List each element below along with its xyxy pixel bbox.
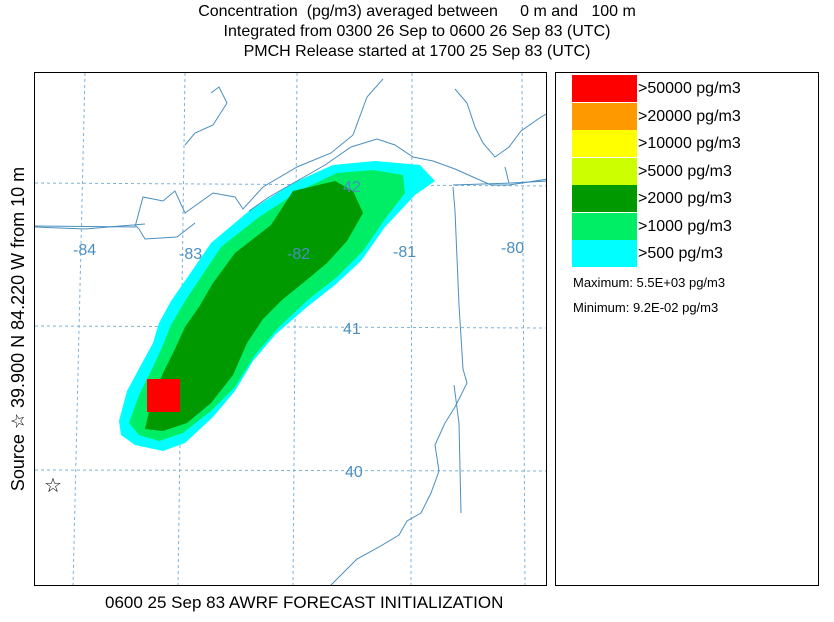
map-canvas: -84 -83 -82 -81 -80 42 41 40 — [35, 73, 546, 585]
state-line-pa-wv — [453, 384, 462, 514]
graticule-line — [35, 325, 546, 329]
contour-2000 — [145, 181, 363, 431]
graticule-line — [35, 182, 546, 187]
legend-label: >20000 pg/m3 — [638, 107, 741, 125]
legend-label: >2000 pg/m3 — [638, 189, 732, 207]
title-line-1: Concentration (pg/m3) averaged between 0… — [198, 3, 636, 20]
legend-item-2000: >2000 pg/m3 — [572, 185, 732, 212]
latitude-labels: 42 41 40 — [343, 179, 363, 481]
latitude-label: 42 — [343, 179, 361, 196]
legend-item-10000: >10000 pg/m3 — [572, 130, 741, 157]
maximum-value: Maximum: 5.5E+03 pg/m3 — [573, 275, 726, 290]
longitude-label: -83 — [179, 246, 202, 263]
graticule-line — [72, 73, 86, 585]
legend-label: >5000 pg/m3 — [638, 162, 732, 180]
legend-label: >10000 pg/m3 — [638, 134, 741, 152]
legend-item-5000: >5000 pg/m3 — [572, 158, 732, 185]
latitude-label: 40 — [345, 464, 363, 481]
legend-label: >50000 pg/m3 — [638, 79, 741, 97]
title-line-2: Integrated from 0300 26 Sep to 0600 26 S… — [223, 23, 611, 40]
graticule-line — [292, 73, 298, 585]
legend-swatch — [572, 75, 637, 102]
graticule-line — [177, 73, 186, 585]
latitude-label: 41 — [343, 321, 361, 338]
legend-swatch — [572, 158, 637, 185]
graticule-line — [410, 73, 413, 585]
legend-item-50000: >50000 pg/m3 — [572, 75, 741, 102]
forecast-initialization-label: 0600 25 Sep 83 AWRF FORECAST INITIALIZAT… — [105, 593, 504, 612]
legend-item-20000: >20000 pg/m3 — [572, 103, 741, 130]
peninsula — [184, 86, 228, 146]
contour-5000-peak — [147, 379, 180, 412]
legend-swatch — [572, 103, 637, 130]
source-location-label: Source ☆ 39.900 N 84.220 W from 10 m — [4, 72, 32, 586]
title-line-3: PMCH Release started at 1700 25 Sep 83 (… — [243, 43, 591, 60]
legend-swatch — [572, 213, 637, 240]
longitude-labels: -84 -83 -82 -81 -80 — [73, 240, 524, 263]
concentration-map: -84 -83 -82 -81 -80 42 41 40 — [34, 72, 547, 586]
legend-item-1000: >1000 pg/m3 — [572, 213, 732, 240]
concentration-plume — [119, 161, 435, 451]
graticule — [35, 73, 546, 585]
legend-swatch — [572, 240, 637, 267]
source-star-icon: ☆ — [44, 475, 62, 497]
lake-edge-east — [504, 166, 510, 184]
lake-erie-shore — [35, 78, 384, 228]
shoreline-east — [454, 88, 546, 158]
state-line-north — [452, 180, 546, 186]
legend-swatch — [572, 185, 637, 212]
legend-swatch — [572, 130, 637, 157]
geographic-boundaries — [35, 78, 546, 585]
longitude-label: -80 — [501, 240, 524, 257]
longitude-label: -84 — [73, 242, 96, 259]
source-location-text: Source ☆ 39.900 N 84.220 W from 10 m — [8, 167, 28, 491]
state-line-ohio-pa — [330, 186, 468, 585]
graticule-line — [35, 469, 546, 472]
lake-edge-west — [134, 222, 196, 240]
shoreline-north — [248, 138, 546, 212]
concentration-legend: >50000 pg/m3 >20000 pg/m3 >10000 pg/m3 >… — [555, 72, 819, 586]
legend-label: >1000 pg/m3 — [638, 217, 732, 235]
longitude-label: -81 — [393, 244, 416, 261]
state-line-mi-oh — [35, 223, 146, 230]
legend-item-500: >500 pg/m3 — [572, 240, 723, 267]
legend-label: >500 pg/m3 — [638, 244, 723, 262]
graticule-line — [521, 73, 526, 585]
longitude-label: -82 — [287, 246, 310, 263]
minimum-value: Minimum: 9.2E-02 pg/m3 — [573, 300, 719, 315]
